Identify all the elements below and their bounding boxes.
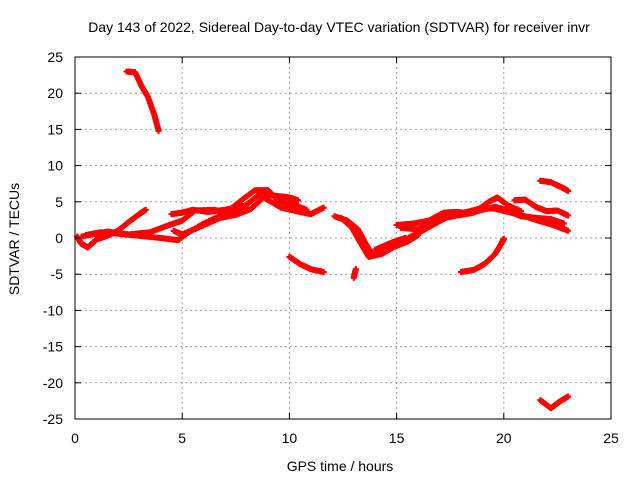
- data-point: [294, 197, 301, 204]
- data-point: [320, 269, 327, 276]
- series-track-5: [170, 194, 327, 238]
- x-tick-label: 15: [389, 430, 405, 446]
- data-point: [239, 203, 246, 210]
- y-tick-label: 20: [47, 85, 63, 101]
- series-track-7: [286, 253, 327, 276]
- series-track-14: [511, 196, 572, 219]
- x-tick-label: 5: [178, 430, 186, 446]
- data-point: [565, 393, 572, 400]
- y-tick-label: 15: [47, 121, 63, 137]
- series-track-11: [397, 194, 524, 233]
- data-point: [415, 232, 422, 239]
- series-track-12: [350, 266, 359, 281]
- y-tick-label: 0: [55, 230, 63, 246]
- series-track-17: [372, 235, 409, 253]
- data-point: [142, 206, 149, 213]
- y-tick-label: -5: [51, 266, 64, 282]
- data-point: [565, 187, 572, 194]
- y-tick-label: 10: [47, 158, 63, 174]
- y-axis-label: SDTVAR / TECUs: [6, 183, 22, 295]
- data-point: [517, 208, 524, 215]
- y-tick-label: -25: [43, 411, 63, 427]
- x-tick-label: 10: [282, 430, 298, 446]
- x-tick-label: 25: [603, 430, 619, 446]
- data-point: [402, 235, 409, 241]
- series-track-13: [457, 235, 507, 276]
- data-point: [560, 220, 567, 227]
- series-track-16: [537, 393, 572, 412]
- y-tick-label: -10: [43, 302, 63, 318]
- data-point: [565, 227, 572, 234]
- series-track-15: [537, 177, 572, 194]
- x-tick-label: 20: [496, 430, 512, 446]
- data-point: [352, 266, 359, 273]
- series-track-9: [337, 214, 422, 260]
- data-series: [74, 68, 572, 412]
- data-point: [565, 212, 572, 219]
- data-point: [155, 127, 162, 134]
- y-tick-label: -15: [43, 339, 63, 355]
- y-tick-label: 25: [47, 49, 63, 65]
- chart-title: Day 143 of 2022, Sidereal Day-to-day VTE…: [88, 19, 590, 35]
- series-track-1: [123, 68, 162, 134]
- x-axis-label: GPS time / hours: [287, 458, 394, 474]
- data-point: [320, 204, 327, 211]
- data-point: [500, 235, 507, 242]
- series-track-6: [168, 203, 246, 218]
- series-track-2: [74, 206, 149, 251]
- axis-ticks: 0 5 10 15 20 25 -25 -20 -15 -10 -5 0 5 10 15 20 25: [43, 49, 619, 446]
- series-track-4: [78, 191, 301, 240]
- x-tick-label: 0: [71, 430, 79, 446]
- y-tick-label: 5: [55, 194, 63, 210]
- y-tick-label: -20: [43, 375, 63, 391]
